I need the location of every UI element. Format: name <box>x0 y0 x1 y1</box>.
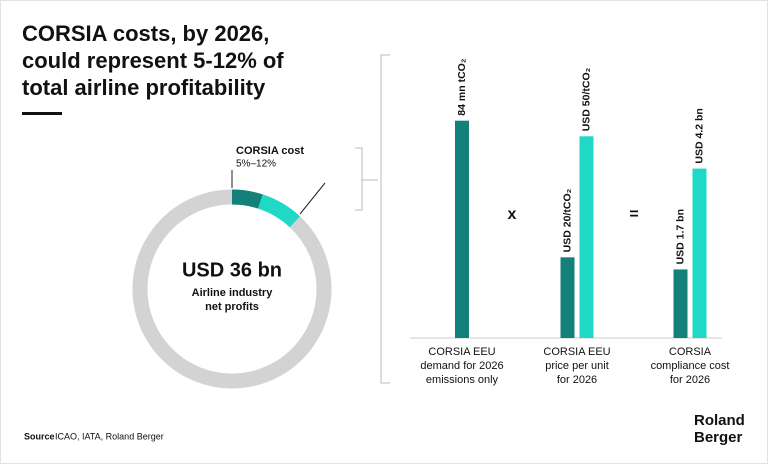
bar <box>673 269 688 338</box>
group-label: price per unit <box>545 360 609 372</box>
value-label: USD 50/tCO₂ <box>580 67 592 131</box>
operator: x <box>508 206 517 223</box>
group-label: compliance cost <box>651 360 730 372</box>
donut-segment <box>257 194 301 228</box>
bar <box>579 136 594 338</box>
group-label: emissions only <box>426 374 499 386</box>
value-label: USD 20/tCO₂ <box>561 188 573 252</box>
donut-segment <box>132 189 332 389</box>
bar <box>455 120 469 339</box>
group-label: for 2026 <box>670 374 710 386</box>
bar <box>560 257 575 338</box>
source: ICAO, IATA, Roland Berger <box>55 431 164 441</box>
title-rule <box>22 112 62 115</box>
bar <box>692 168 707 338</box>
group-label: CORSIA <box>669 346 712 358</box>
operator: = <box>629 206 638 223</box>
group-label: demand for 2026 <box>420 360 503 372</box>
center-label: net profits <box>205 301 259 313</box>
center-label: Airline industry <box>192 287 274 299</box>
group-label: CORSIA EEU <box>428 346 495 358</box>
value-label: USD 1.7 bn <box>674 209 686 264</box>
group-label: for 2026 <box>557 374 597 386</box>
center-value: USD 36 bn <box>182 259 282 281</box>
bracket <box>355 147 378 211</box>
title-line: total airline profitability <box>22 75 266 100</box>
title-line: CORSIA costs, by 2026, <box>22 21 269 46</box>
brand: Berger <box>694 429 743 446</box>
donut-segment <box>231 189 263 209</box>
value-label: 84 mn tCO₂ <box>456 58 468 116</box>
brand: Roland <box>694 412 745 429</box>
group-label: CORSIA EEU <box>543 346 610 358</box>
annotation: 5%–12% <box>236 159 276 170</box>
source-label: Source <box>24 431 55 441</box>
bracket <box>380 54 390 384</box>
value-label: USD 4.2 bn <box>693 108 705 163</box>
title-line: could represent 5-12% of <box>22 48 284 73</box>
annotation-line <box>231 170 326 215</box>
annotation-title: CORSIA cost <box>236 145 304 157</box>
